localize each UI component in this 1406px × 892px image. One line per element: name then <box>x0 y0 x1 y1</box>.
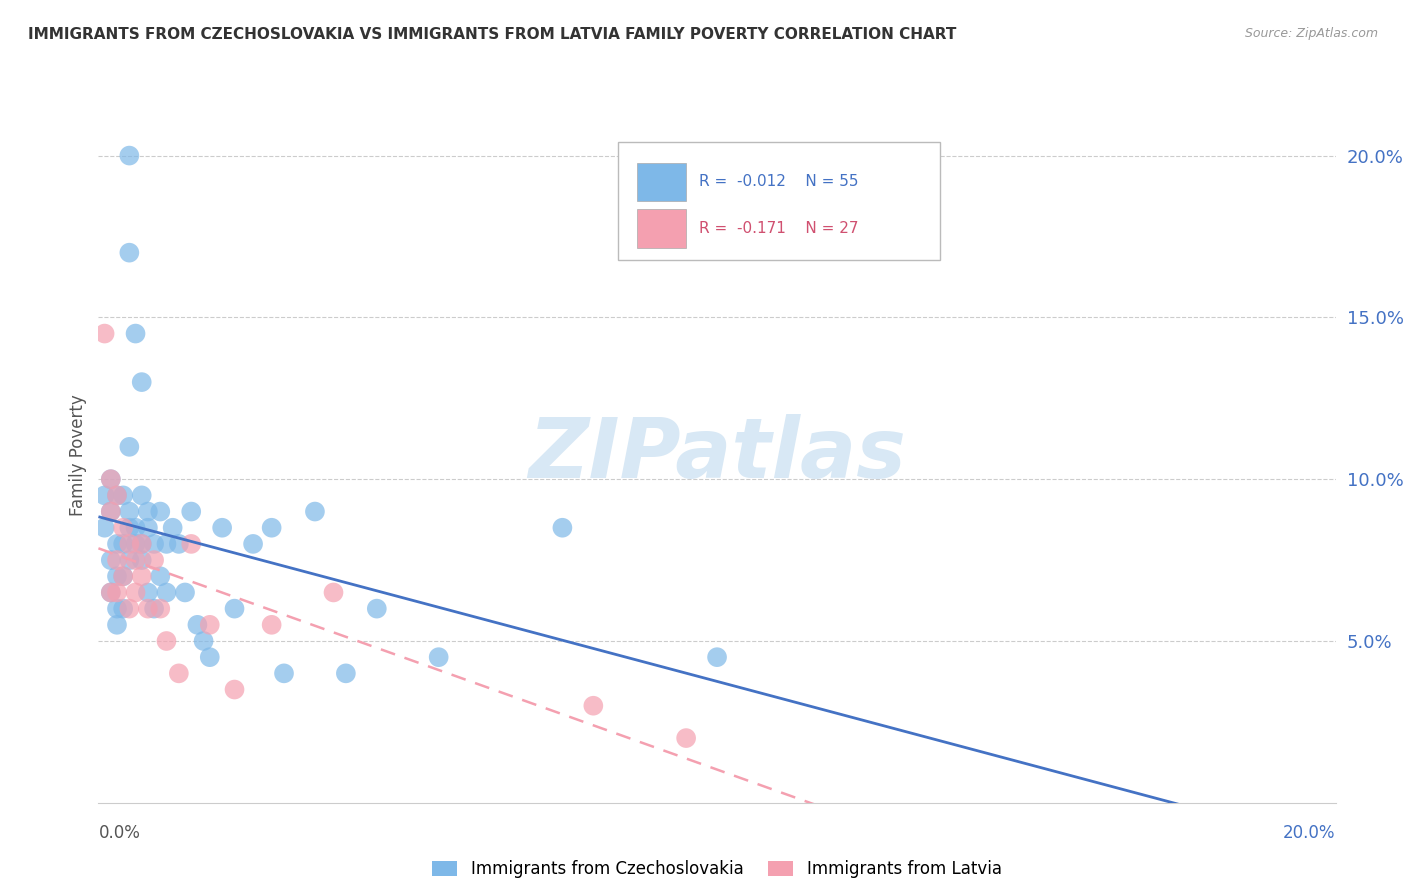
Point <box>675 731 697 745</box>
Point <box>706 650 728 665</box>
Text: IMMIGRANTS FROM CZECHOSLOVAKIA VS IMMIGRANTS FROM LATVIA FAMILY POVERTY CORRELAT: IMMIGRANTS FROM CZECHOSLOVAKIA VS IMMIGR… <box>28 27 956 42</box>
Point <box>105 553 128 567</box>
Point <box>131 569 153 583</box>
Point <box>582 698 605 713</box>
Point <box>118 537 141 551</box>
Point <box>167 537 190 551</box>
Point <box>211 521 233 535</box>
Point <box>366 601 388 615</box>
Text: R =  -0.012    N = 55: R = -0.012 N = 55 <box>699 174 858 189</box>
Point <box>100 504 122 518</box>
Point <box>186 617 208 632</box>
Point <box>118 148 141 162</box>
Point <box>131 375 153 389</box>
Text: ZIPatlas: ZIPatlas <box>529 415 905 495</box>
Point <box>105 601 128 615</box>
Point <box>112 521 135 535</box>
Point <box>112 569 135 583</box>
Point <box>105 617 128 632</box>
Point <box>242 537 264 551</box>
Point <box>260 617 283 632</box>
Point <box>193 634 215 648</box>
Point <box>155 585 177 599</box>
Point <box>131 537 153 551</box>
Point <box>105 488 128 502</box>
Point <box>105 585 128 599</box>
FancyBboxPatch shape <box>637 210 686 248</box>
Point <box>105 537 128 551</box>
Point <box>118 521 141 535</box>
Point <box>149 569 172 583</box>
Point <box>112 537 135 551</box>
Point <box>93 521 115 535</box>
Point <box>93 326 115 341</box>
Point <box>100 472 122 486</box>
Point <box>180 537 202 551</box>
Point <box>304 504 326 518</box>
Point <box>224 601 246 615</box>
Point <box>551 521 574 535</box>
Point <box>124 585 146 599</box>
Point <box>118 553 141 567</box>
Text: Source: ZipAtlas.com: Source: ZipAtlas.com <box>1244 27 1378 40</box>
Point <box>118 245 141 260</box>
Point <box>100 553 122 567</box>
Point <box>180 504 202 518</box>
Point <box>198 617 221 632</box>
Point <box>124 553 146 567</box>
Point <box>105 488 128 502</box>
Point <box>260 521 283 535</box>
Point <box>273 666 295 681</box>
Point <box>118 601 141 615</box>
Point <box>112 488 135 502</box>
FancyBboxPatch shape <box>637 162 686 201</box>
Point <box>124 521 146 535</box>
Point <box>155 537 177 551</box>
Point <box>131 553 153 567</box>
Point <box>136 585 159 599</box>
Point <box>167 666 190 681</box>
Text: R =  -0.171    N = 27: R = -0.171 N = 27 <box>699 220 858 235</box>
Point <box>136 601 159 615</box>
Point <box>143 553 166 567</box>
Point <box>155 634 177 648</box>
Point <box>124 326 146 341</box>
Point <box>162 521 184 535</box>
Point <box>118 504 141 518</box>
Point <box>118 440 141 454</box>
Legend: Immigrants from Czechoslovakia, Immigrants from Latvia: Immigrants from Czechoslovakia, Immigran… <box>426 854 1008 885</box>
Point <box>149 504 172 518</box>
Point <box>143 601 166 615</box>
Point <box>100 504 122 518</box>
Point <box>149 601 172 615</box>
Point <box>322 585 344 599</box>
Point <box>174 585 197 599</box>
Point <box>100 472 122 486</box>
Point <box>112 569 135 583</box>
FancyBboxPatch shape <box>619 142 939 260</box>
Point <box>224 682 246 697</box>
Point <box>100 585 122 599</box>
Point <box>335 666 357 681</box>
Text: 0.0%: 0.0% <box>98 824 141 842</box>
Point <box>124 537 146 551</box>
Y-axis label: Family Poverty: Family Poverty <box>69 394 87 516</box>
Point <box>93 488 115 502</box>
Point <box>136 504 159 518</box>
Point <box>131 537 153 551</box>
Point <box>131 488 153 502</box>
Point <box>136 521 159 535</box>
Point <box>100 585 122 599</box>
Text: 20.0%: 20.0% <box>1284 824 1336 842</box>
Point <box>427 650 450 665</box>
Point <box>105 569 128 583</box>
Point <box>112 601 135 615</box>
Point <box>143 537 166 551</box>
Point <box>198 650 221 665</box>
